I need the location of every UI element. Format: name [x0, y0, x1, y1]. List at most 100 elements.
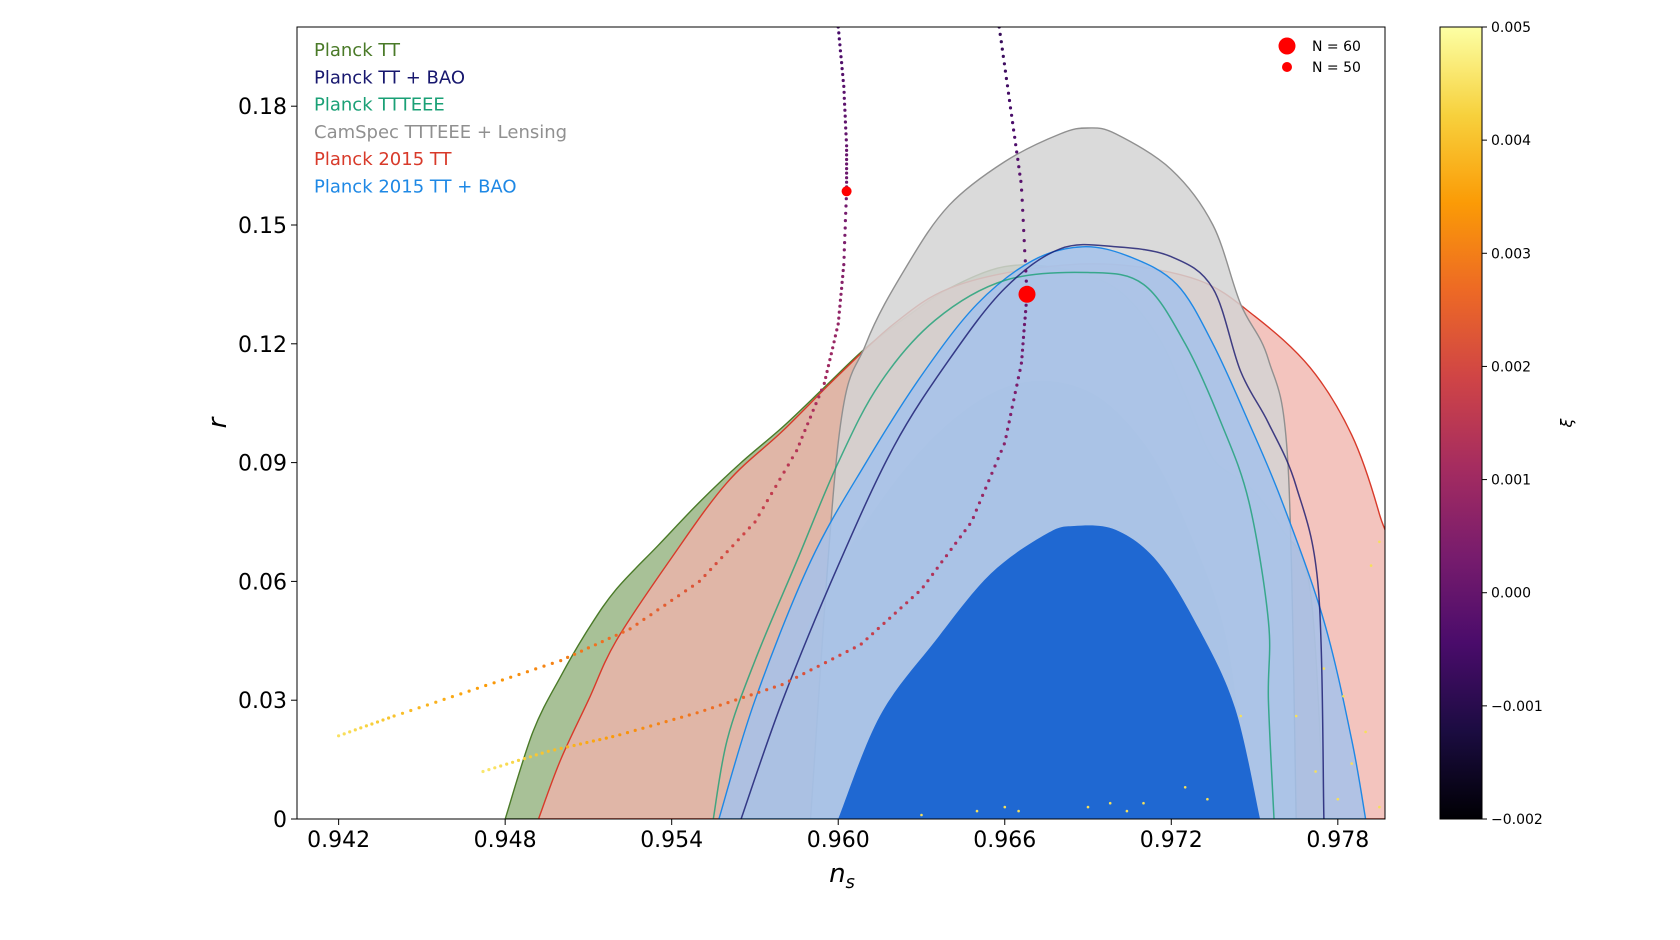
- track-point-n-50: [1010, 113, 1014, 117]
- track-point-n-50: [974, 508, 979, 512]
- track-point-n-60: [835, 328, 839, 332]
- track-point-n-60: [534, 667, 538, 671]
- track-point-n-50: [1019, 361, 1024, 365]
- track-point-n-50: [703, 708, 707, 712]
- colorbar-tick-label: 0.004: [1491, 133, 1531, 149]
- track-point-n-60: [825, 369, 829, 374]
- track-point-n-50: [772, 685, 777, 689]
- track-point-n-50: [802, 672, 806, 676]
- track-point-n-60: [450, 695, 454, 699]
- track-point-n-50: [981, 493, 985, 497]
- track-point-n-50: [510, 760, 515, 764]
- track-point-n-60: [579, 649, 584, 653]
- track-point-n-60: [337, 734, 341, 738]
- track-point-n-60: [845, 176, 849, 180]
- track-point-n-60: [843, 233, 847, 237]
- x-axis-label-subscript: s: [846, 872, 855, 893]
- track-point-n-60: [425, 703, 429, 707]
- track-point-n-60: [621, 630, 625, 634]
- track-point-n-50: [1024, 303, 1028, 307]
- track-point-n-60: [833, 334, 838, 338]
- track-point-n-60: [840, 286, 844, 290]
- track-point-n-60: [844, 204, 848, 208]
- track-point-n-50: [1023, 316, 1027, 320]
- track-point-n-50: [481, 769, 485, 774]
- track-point-n-50: [680, 715, 684, 719]
- track-point-n-50: [940, 560, 944, 564]
- track-point-n-50: [1020, 198, 1024, 202]
- legend-entry-planck-ttteee: Planck TTTEEE: [314, 95, 445, 116]
- track-point-n-60: [842, 263, 846, 267]
- track-point-n-60: [832, 340, 836, 344]
- scatter-point: [1142, 801, 1145, 805]
- track-point-n-50: [987, 479, 991, 483]
- track-point-n-50: [949, 547, 953, 552]
- track-point-n-60: [635, 622, 639, 626]
- track-point-n-50: [718, 703, 722, 707]
- x-axis-label: ns: [829, 859, 855, 893]
- track-point-n-50: [1001, 54, 1005, 59]
- track-point-n-60: [663, 603, 667, 607]
- track-point-n-50: [931, 572, 935, 577]
- track-point-n-60: [559, 659, 563, 663]
- track-point-n-60: [392, 714, 396, 718]
- track-point-n-50: [926, 579, 930, 583]
- track-point-n-60: [375, 720, 380, 724]
- colorbar-scale: [1439, 26, 1483, 820]
- track-point-n-50: [1020, 348, 1025, 352]
- track-point-n-50: [710, 706, 715, 710]
- track-point-n-50: [954, 541, 958, 545]
- track-point-n-60: [381, 718, 385, 722]
- track-point-n-50: [499, 764, 503, 768]
- track-point-n-50: [1020, 355, 1024, 359]
- track-point-n-60: [840, 67, 844, 71]
- track-point-n-60: [628, 627, 632, 631]
- track-point-n-60: [566, 655, 570, 660]
- track-point-n-60: [720, 556, 724, 560]
- track-point-n-50: [963, 529, 967, 533]
- track-point-n-50: [528, 755, 533, 759]
- track-point-n-50: [1023, 259, 1027, 263]
- colorbar-tick-label: 0.002: [1491, 359, 1531, 375]
- track-point-n-60: [843, 219, 848, 223]
- scatter-point: [1364, 730, 1367, 734]
- track-point-n-50: [578, 742, 583, 746]
- colorbar-tick-label: 0.003: [1491, 246, 1531, 262]
- track-point-n-50: [996, 457, 1000, 461]
- track-point-n-60: [839, 292, 843, 296]
- track-point-n-50: [1002, 442, 1006, 446]
- track-point-n-50: [1016, 376, 1021, 380]
- track-point-n-60: [837, 316, 841, 320]
- track-point-n-60: [757, 513, 761, 517]
- y-tick-label: 0.18: [238, 95, 287, 120]
- track-point-n-50: [598, 738, 602, 742]
- track-point-n-50: [935, 566, 939, 570]
- colorbar-tick-label: 0.001: [1491, 473, 1531, 489]
- track-point-n-50: [1007, 98, 1012, 103]
- colorbar-tick-label: 0.000: [1491, 586, 1531, 602]
- scatter-point: [1314, 770, 1317, 773]
- track-point-n-60: [359, 726, 363, 730]
- track-point-n-50: [838, 653, 842, 657]
- track-point-n-50: [905, 601, 909, 605]
- track-point-n-50: [1010, 405, 1014, 409]
- track-point-n-50: [1021, 218, 1025, 222]
- track-point-n-60: [607, 636, 611, 641]
- track-point-n-60: [843, 120, 848, 124]
- track-point-n-50: [1006, 91, 1011, 95]
- track-point-n-60: [806, 422, 810, 426]
- contour-line-planck-ttteee: [712, 271, 1275, 819]
- track-point-n-50: [1012, 398, 1016, 402]
- track-point-n-50: [618, 733, 622, 737]
- track-point-n-60: [348, 730, 352, 734]
- track-point-n-50: [1021, 208, 1025, 212]
- scatter-point: [975, 809, 979, 813]
- track-point-n-60: [442, 697, 446, 702]
- track-point-n-60: [843, 114, 847, 118]
- track-point-n-50: [968, 522, 972, 527]
- scatter-point: [1342, 694, 1345, 698]
- track-point-n-50: [888, 616, 892, 620]
- track-point-n-60: [434, 700, 438, 704]
- track-point-n-50: [741, 695, 746, 700]
- x-tick-label: 0.960: [807, 828, 870, 853]
